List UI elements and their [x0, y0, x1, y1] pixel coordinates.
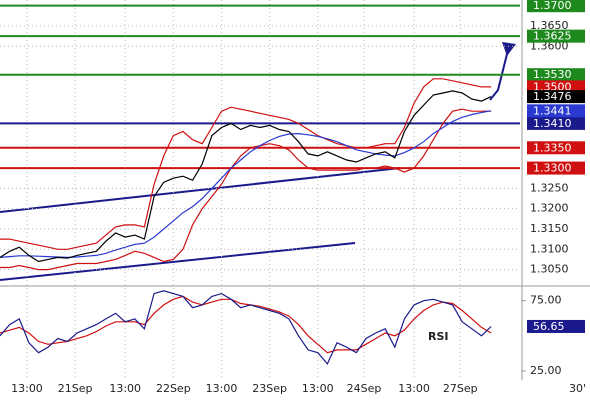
level-tag: [527, 68, 585, 82]
y-tick-label: 1.3650: [530, 19, 569, 32]
y-tick-label: 25.00: [530, 364, 562, 377]
series-line: [0, 290, 492, 366]
y-tick-label: 1.3050: [530, 263, 569, 276]
series-line: [0, 295, 492, 354]
x-tick-label: 24Sep: [347, 382, 382, 395]
x-tick-label: 21Sep: [58, 382, 93, 395]
trend-line: [0, 167, 401, 213]
level-label: 1.3625: [533, 30, 572, 43]
level-tag: [527, 161, 585, 175]
level-label: 1.3410: [533, 117, 572, 130]
price-tag-label: 1.3476: [533, 90, 572, 103]
x-tick-label: 13:00: [109, 382, 141, 395]
series-line: [0, 78, 492, 250]
y-tick-label: 1.3100: [530, 242, 569, 255]
trend-line: [0, 242, 356, 281]
y-tick-label: 1.3250: [530, 181, 569, 194]
level-label: 1.3350: [533, 141, 572, 154]
level-tag: [527, 116, 585, 130]
price-tag-label: 56.65: [533, 320, 565, 333]
x-tick-label: 13:00: [302, 382, 334, 395]
y-tick-label: 75.00: [530, 294, 562, 307]
x-end-label: 30': [569, 382, 586, 395]
level-label: 1.3530: [533, 68, 572, 81]
price-tag: [527, 104, 585, 118]
y-tick-label: 1.3200: [530, 202, 569, 215]
level-tag: [527, 141, 585, 155]
series-line: [0, 108, 492, 271]
series-line: [0, 110, 492, 259]
x-tick-label: 27Sep: [443, 382, 478, 395]
price-tag: [527, 319, 585, 333]
level-tag: [527, 0, 585, 13]
arrow-head: [502, 42, 516, 56]
panel-title: RSI: [428, 330, 449, 343]
series-line: [0, 90, 492, 263]
x-tick-label: 22Sep: [156, 382, 191, 395]
price-tag-label: 1.3441: [533, 104, 572, 117]
price-tag: [527, 90, 585, 104]
y-tick-label: 1.3150: [530, 222, 569, 235]
x-tick-label: 13:00: [206, 382, 238, 395]
forecast-arrow: [489, 49, 509, 101]
x-tick-label: 13:00: [11, 382, 43, 395]
x-tick-label: 13:00: [398, 382, 430, 395]
x-tick-label: 23Sep: [252, 382, 287, 395]
level-tag: [527, 29, 585, 43]
level-label: 1.3300: [533, 162, 572, 175]
level-label: 1.3700: [533, 0, 572, 12]
